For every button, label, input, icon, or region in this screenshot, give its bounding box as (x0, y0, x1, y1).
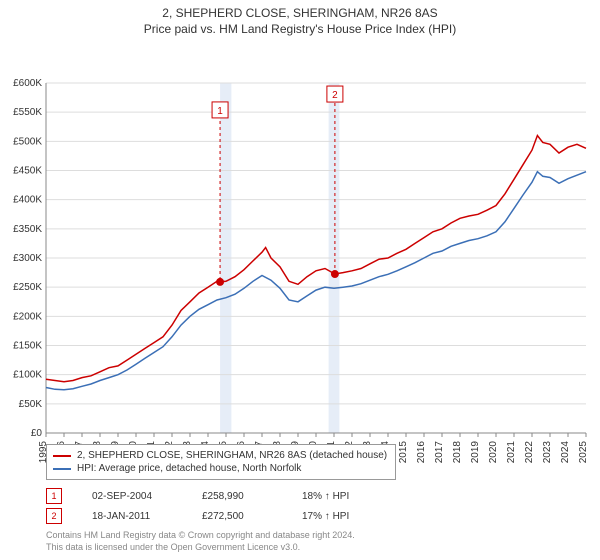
attribution-line1: Contains HM Land Registry data © Crown c… (46, 530, 355, 542)
svg-text:£150K: £150K (13, 340, 42, 351)
svg-text:£500K: £500K (13, 136, 42, 147)
price-chart: £0 £50K £100K £150K £200K £250K £300K £350K £400… (0, 37, 600, 477)
svg-text:£350K: £350K (13, 224, 42, 235)
sale-row-2: 2 18-JAN-2011 £272,500 17% ↑ HPI (46, 508, 349, 524)
sale-price-2: £272,500 (202, 511, 272, 522)
legend-swatch-1 (53, 455, 71, 457)
svg-text:2017: 2017 (434, 440, 445, 463)
attribution-line2: This data is licensed under the Open Gov… (46, 542, 355, 554)
sale-delta-2: 17% ↑ HPI (302, 511, 349, 522)
sale-price-1: £258,990 (202, 491, 272, 502)
title-address: 2, SHEPHERD CLOSE, SHERINGHAM, NR26 8AS (0, 6, 600, 20)
svg-text:2020: 2020 (488, 440, 499, 463)
svg-text:2024: 2024 (560, 440, 571, 463)
legend-label-2: HPI: Average price, detached house, Nort… (77, 462, 301, 475)
svg-text:2022: 2022 (524, 440, 535, 463)
svg-text:2018: 2018 (452, 440, 463, 463)
svg-text:2019: 2019 (470, 440, 481, 463)
legend-row-series2: HPI: Average price, detached house, Nort… (53, 462, 387, 475)
legend-row-series1: 2, SHEPHERD CLOSE, SHERINGHAM, NR26 8AS … (53, 449, 387, 462)
sales-table: 1 02-SEP-2004 £258,990 18% ↑ HPI 2 18-JA… (46, 484, 349, 528)
svg-text:£300K: £300K (13, 253, 42, 264)
legend: 2, SHEPHERD CLOSE, SHERINGHAM, NR26 8AS … (46, 444, 396, 480)
svg-text:1: 1 (217, 106, 223, 117)
svg-text:£200K: £200K (13, 311, 42, 322)
svg-text:£600K: £600K (13, 78, 42, 89)
chart-header: 2, SHEPHERD CLOSE, SHERINGHAM, NR26 8AS … (0, 0, 600, 37)
svg-text:2021: 2021 (506, 440, 517, 463)
svg-text:2025: 2025 (578, 440, 589, 463)
sale-row-1: 1 02-SEP-2004 £258,990 18% ↑ HPI (46, 488, 349, 504)
svg-text:£550K: £550K (13, 107, 42, 118)
sale-marker-1: 1 (46, 488, 62, 504)
svg-text:£250K: £250K (13, 282, 42, 293)
svg-text:£0: £0 (31, 428, 43, 439)
svg-text:2015: 2015 (398, 440, 409, 463)
svg-text:£450K: £450K (13, 165, 42, 176)
legend-label-1: 2, SHEPHERD CLOSE, SHERINGHAM, NR26 8AS … (77, 449, 387, 462)
sale-date-2: 18-JAN-2011 (92, 511, 172, 522)
svg-text:2023: 2023 (542, 440, 553, 463)
svg-text:2016: 2016 (416, 440, 427, 463)
legend-swatch-2 (53, 468, 71, 470)
attribution: Contains HM Land Registry data © Crown c… (46, 530, 355, 553)
svg-text:2: 2 (332, 90, 338, 101)
sale-delta-1: 18% ↑ HPI (302, 491, 349, 502)
sale-date-1: 02-SEP-2004 (92, 491, 172, 502)
svg-text:£400K: £400K (13, 194, 42, 205)
sale-marker-2: 2 (46, 508, 62, 524)
svg-text:£100K: £100K (13, 369, 42, 380)
title-subtitle: Price paid vs. HM Land Registry's House … (0, 22, 600, 36)
svg-text:£50K: £50K (19, 399, 43, 410)
